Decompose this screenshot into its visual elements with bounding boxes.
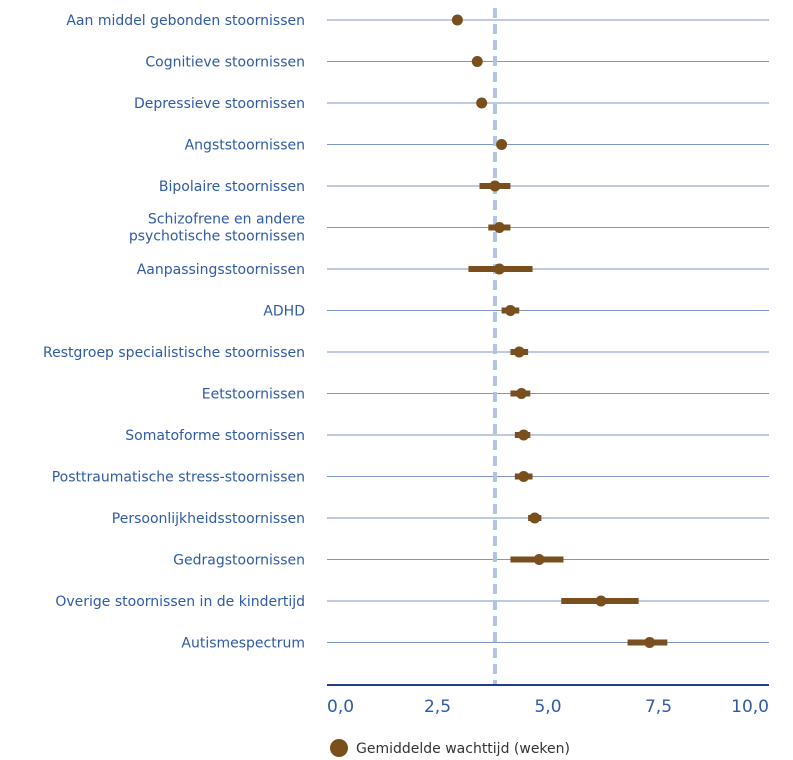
category-label: Cognitieve stoornissen [145, 55, 305, 71]
mean-point [515, 388, 527, 399]
mean-point [644, 637, 656, 648]
category-label: Schizofrene en andere psychotische stoorn… [129, 212, 305, 245]
category-label: Eetstoornissen [202, 387, 305, 403]
gridlines [327, 19, 769, 643]
x-tick-label: 2,5 [424, 697, 451, 717]
mean-point [518, 471, 530, 482]
x-tick-label: 0,0 [327, 697, 354, 717]
legend-marker [330, 739, 348, 757]
x-tick-label: 5,0 [534, 697, 561, 717]
category-label: Angststoornissen [185, 138, 305, 154]
mean-point [451, 14, 463, 26]
x-tick-labels: 0,0 2,5 5,0 7,5 10,0 [327, 697, 769, 717]
x-tick-label: 7,5 [645, 697, 672, 717]
mean-point [595, 595, 607, 607]
mean-point [493, 263, 505, 275]
mean-point [529, 512, 541, 524]
category-label: Aanpassingsstoornissen [137, 262, 305, 278]
category-label: Aan middel gebonden stoornissen [66, 13, 305, 29]
category-label: Somatoforme stoornissen [125, 428, 305, 444]
category-label: Posttraumatische stress-stoornissen [52, 470, 305, 486]
category-label: Bipolaire stoornissen [159, 179, 305, 195]
category-label-line: Schizofrene en andere [148, 212, 305, 228]
mean-point [518, 429, 530, 441]
mean-point [476, 97, 488, 109]
mean-point [489, 180, 501, 192]
legend-label: Gemiddelde wachttijd (weken) [356, 741, 570, 757]
category-label: Restgroep specialistische stoornissen [43, 345, 305, 361]
category-labels: Aan middel gebonden stoornissen Cognitiev… [43, 13, 305, 652]
mean-point [504, 305, 516, 316]
mean-point [493, 222, 505, 233]
category-label: Depressieve stoornissen [134, 96, 305, 112]
mean-point [496, 139, 508, 150]
mean-point [513, 346, 525, 358]
points [451, 14, 656, 648]
intervals [468, 183, 668, 646]
category-label: Overige stoornissen in de kindertijd [55, 594, 305, 610]
category-label: Autismespectrum [181, 636, 305, 652]
category-label-line: psychotische stoornissen [129, 229, 305, 245]
legend: Gemiddelde wachttijd (weken) [330, 739, 570, 757]
mean-point [533, 554, 545, 565]
category-label: Gedragstoornissen [173, 553, 305, 569]
category-label: Persoonlijkheidsstoornissen [112, 511, 305, 527]
category-label: ADHD [263, 304, 305, 320]
x-tick-label: 10,0 [731, 697, 769, 717]
mean-point [471, 56, 483, 67]
